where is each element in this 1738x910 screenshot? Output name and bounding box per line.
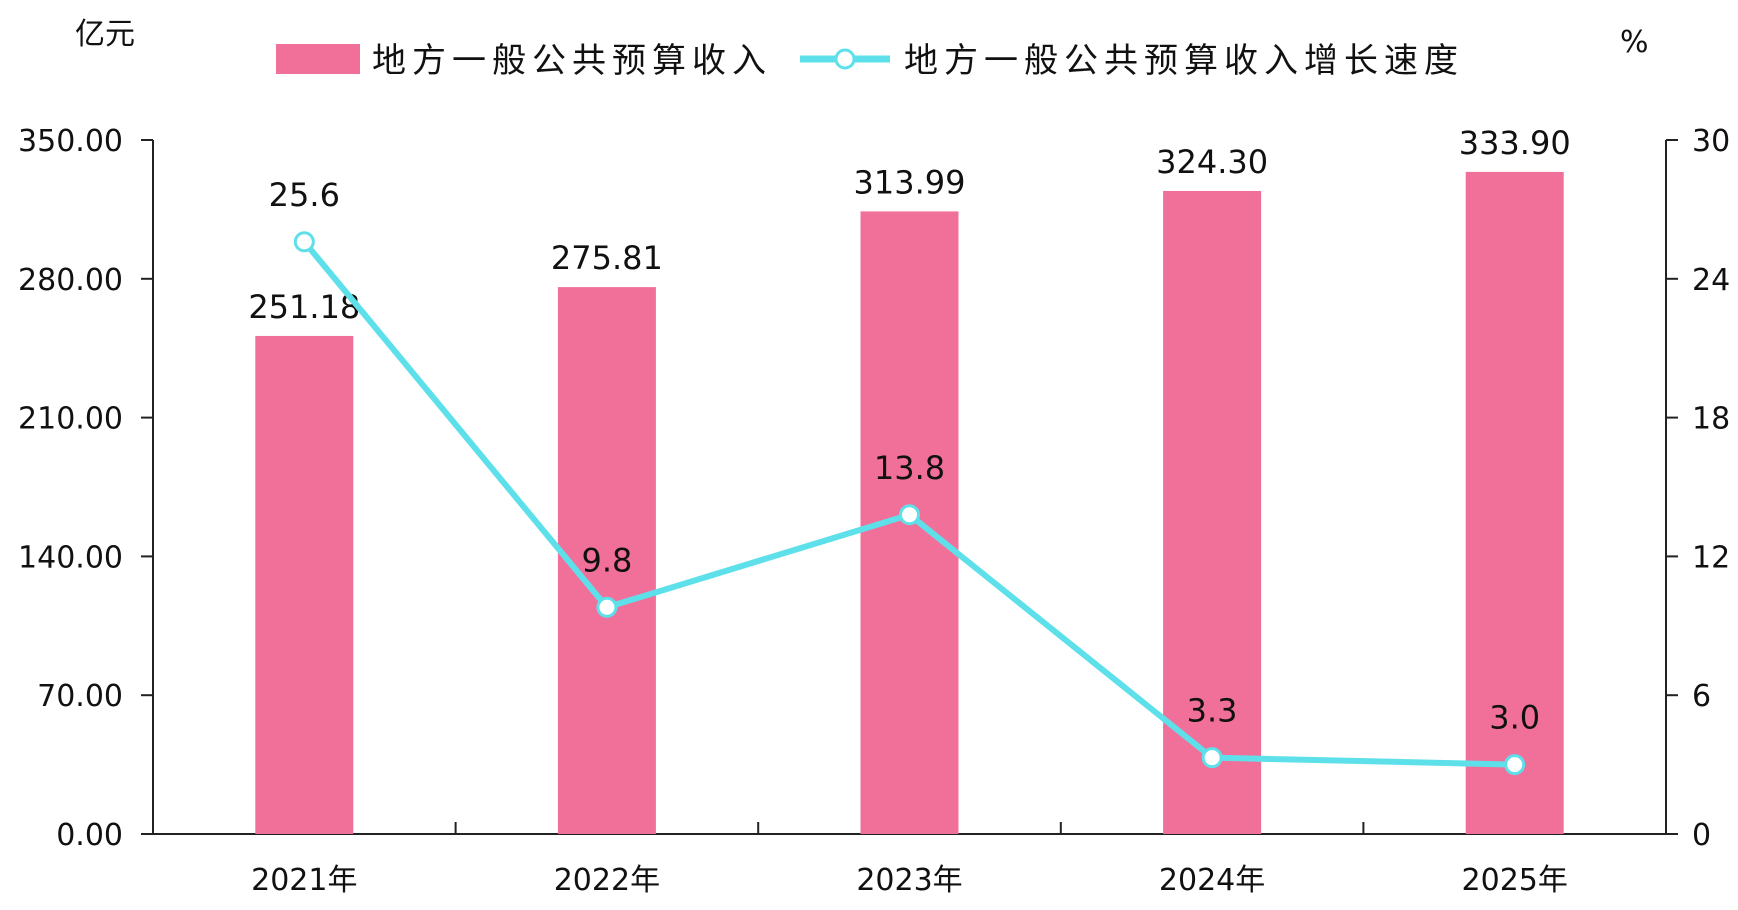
x-tick-label: 2021年 — [251, 863, 357, 898]
bar-value-label: 251.18 — [248, 288, 360, 326]
bar — [557, 287, 656, 835]
left-tick-label: 350.00 — [18, 124, 123, 159]
growth-value-label: 3.0 — [1489, 699, 1540, 737]
left-tick-label: 70.00 — [37, 679, 123, 714]
legend-bar-swatch — [276, 44, 360, 74]
legend: 地方一般公共预算收入 地方一般公共预算收入增长速度 — [276, 41, 1464, 81]
axes: 0.00 70.00 140.00 210.00 280.00 350.00 0 6 12 18 2… — [18, 124, 1730, 898]
bar — [255, 335, 354, 834]
left-tick-label: 140.00 — [18, 540, 123, 575]
left-tick-label: 210.00 — [18, 402, 123, 437]
bar — [1465, 171, 1564, 834]
right-tick-label: 24 — [1692, 263, 1730, 298]
legend-line-label: 地方一般公共预算收入增长速度 — [904, 41, 1464, 81]
left-axis-unit: 亿元 — [75, 17, 135, 52]
right-tick-label: 0 — [1692, 818, 1711, 853]
bar-value-label: 324.30 — [1156, 143, 1268, 181]
growth-point — [1504, 754, 1526, 776]
growth-value-label: 9.8 — [581, 541, 632, 579]
bars — [255, 171, 1564, 835]
growth-point — [899, 504, 920, 526]
right-tick-label: 12 — [1692, 540, 1730, 575]
x-tick-label: 2023年 — [856, 863, 962, 898]
bar-labels: 251.18 275.81 313.99 324.30 333.90 — [248, 124, 1570, 326]
growth-point — [293, 231, 315, 253]
growth-value-label: 25.6 — [269, 176, 340, 214]
right-axis-unit: % — [1620, 25, 1649, 60]
growth-labels: 25.6 9.8 13.8 3.3 3.0 — [269, 176, 1540, 737]
right-tick-label: 18 — [1692, 402, 1730, 437]
legend-line-marker — [834, 48, 856, 70]
growth-point — [1201, 747, 1223, 769]
growth-value-label: 3.3 — [1187, 692, 1238, 730]
x-tick-label: 2024年 — [1159, 863, 1265, 898]
growth-line — [293, 231, 1526, 776]
x-tick-label: 2022年 — [554, 863, 660, 898]
right-tick-label: 6 — [1692, 679, 1711, 714]
bar-value-label: 333.90 — [1459, 124, 1571, 162]
bar — [1163, 190, 1262, 835]
left-tick-label: 280.00 — [18, 263, 123, 298]
right-tick-label: 30 — [1692, 124, 1730, 159]
left-tick-label: 0.00 — [56, 818, 123, 853]
x-tick-label: 2025年 — [1462, 863, 1568, 898]
legend-bar-label: 地方一般公共预算收入 — [372, 41, 772, 81]
bar-value-label: 275.81 — [551, 239, 663, 277]
growth-point — [596, 596, 618, 618]
growth-value-label: 13.8 — [874, 449, 945, 487]
bar-value-label: 313.99 — [854, 163, 966, 201]
